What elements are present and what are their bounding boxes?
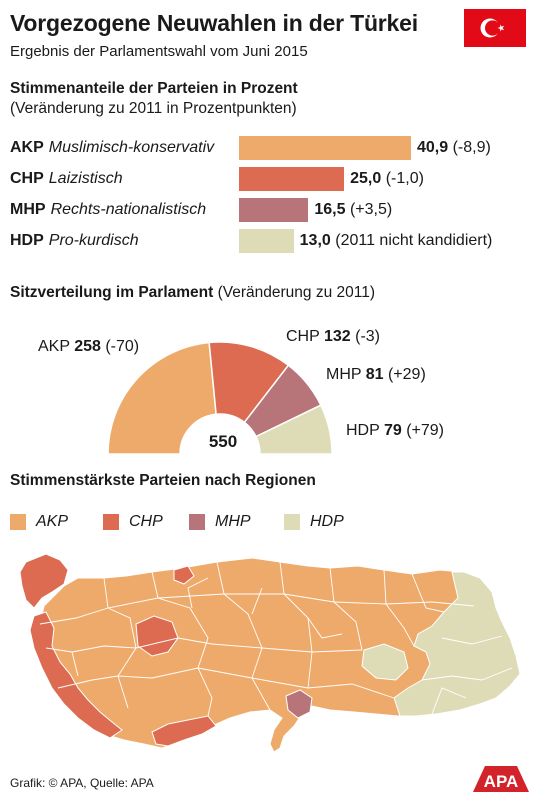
seat-label-hdp: HDP 79 (+79) (346, 422, 444, 439)
map-region-hdp (361, 643, 409, 681)
vote-row-hdp: HDP Pro-kurdisch 13,0 (2011 nicht kandidi… (10, 229, 535, 255)
legend-swatch (284, 514, 300, 530)
map-region-chp (173, 565, 195, 585)
map-region-mhp (285, 689, 313, 719)
seat-segment-hdp (254, 404, 333, 455)
party-label: CHP Laizistisch (10, 170, 123, 187)
regions-heading: Stimmenstärkste Parteien nach Regionen (10, 472, 316, 489)
vote-row-akp: AKP Muslimisch-konservativ 40,9 (-8,9) (10, 136, 535, 162)
party-label: AKP Muslimisch-konservativ (10, 139, 215, 156)
turkey-regions-map (19, 553, 521, 753)
legend-swatch (103, 514, 119, 530)
province-borders (39, 561, 513, 717)
votes-heading: Stimmenanteile der Parteien in Prozent (10, 80, 298, 97)
source-credit: Grafik: © APA, Quelle: APA (10, 776, 154, 790)
seats-heading: Sitzverteilung im Parlament (Veränderung… (10, 284, 376, 301)
apa-logo: APA (473, 766, 529, 792)
seat-label-chp: CHP 132 (-3) (286, 328, 380, 345)
legend-swatch (10, 514, 26, 530)
vote-bar (239, 229, 294, 253)
seat-label-akp: AKP 258 (-70) (38, 338, 140, 355)
map-region-chp (151, 715, 217, 747)
map-region-chp (19, 553, 69, 609)
legend-swatch (189, 514, 205, 530)
vote-value-label: 16,5 (+3,5) (314, 201, 393, 218)
vote-value-label: 25,0 (-1,0) (350, 170, 424, 187)
vote-row-chp: CHP Laizistisch 25,0 (-1,0) (10, 167, 535, 193)
vote-value-label: 40,9 (-8,9) (417, 139, 491, 156)
party-label: HDP Pro-kurdisch (10, 232, 139, 249)
turkey-flag-icon (464, 9, 526, 47)
vote-bar (239, 198, 309, 222)
vote-bar (239, 167, 345, 191)
votes-subheading: (Veränderung zu 2011 in Prozentpunkten) (10, 100, 297, 117)
page-title: Vorgezogene Neuwahlen in der Türkei (10, 10, 418, 36)
vote-row-mhp: MHP Rechts-nationalistisch 16,5 (+3,5) (10, 198, 535, 224)
seat-label-mhp: MHP 81 (+29) (326, 366, 426, 383)
seat-segment-akp (107, 341, 217, 455)
seat-distribution-chart (107, 341, 333, 455)
vote-bar (239, 136, 411, 160)
svg-text:APA: APA (484, 772, 519, 791)
map-region-chp (29, 611, 123, 739)
page-subtitle: Ergebnis der Parlamentswahl vom Juni 201… (10, 43, 308, 60)
vote-value-label: 13,0 (2011 nicht kandidiert) (299, 232, 493, 249)
party-label: MHP Rechts-nationalistisch (10, 201, 207, 218)
map-region-hdp (393, 571, 521, 717)
seat-total: 550 (208, 432, 238, 451)
map-region-chp (135, 615, 179, 657)
